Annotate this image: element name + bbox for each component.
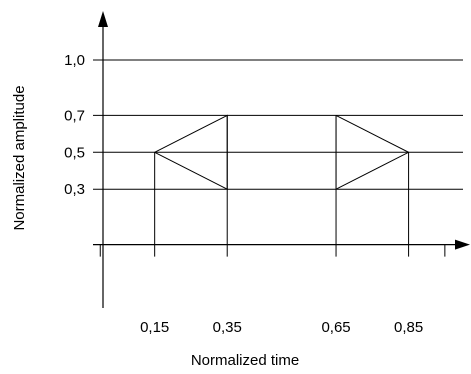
y-ticks: 0,3 0,5 0,7 1,0 — [64, 52, 85, 198]
grid-lines — [93, 59, 463, 190]
vertical-drop-lines — [154, 115, 410, 245]
y-tick-label: 1,0 — [64, 52, 85, 69]
x-tick-label: 0,15 — [140, 319, 169, 336]
axes — [93, 11, 470, 308]
y-tick-label: 0,5 — [64, 144, 85, 161]
y-axis-title: Normalized amplitude — [11, 85, 28, 230]
x-tick-label: 0,85 — [394, 319, 423, 336]
y-tick-label: 0,7 — [64, 107, 85, 124]
x-tick-label: 0,35 — [213, 319, 242, 336]
series-line-0 — [154, 114, 228, 191]
y-axis-arrow-icon — [98, 11, 108, 27]
x-axis-arrow-icon — [455, 239, 470, 250]
series-lines — [154, 114, 410, 191]
x-axis-title: Normalized time — [191, 352, 299, 369]
y-tick-label: 0,3 — [64, 181, 85, 198]
x-ticks: 0,15 0,35 0,65 0,85 — [99, 244, 446, 336]
series-line-1 — [335, 114, 410, 191]
x-tick-label: 0,65 — [321, 319, 350, 336]
